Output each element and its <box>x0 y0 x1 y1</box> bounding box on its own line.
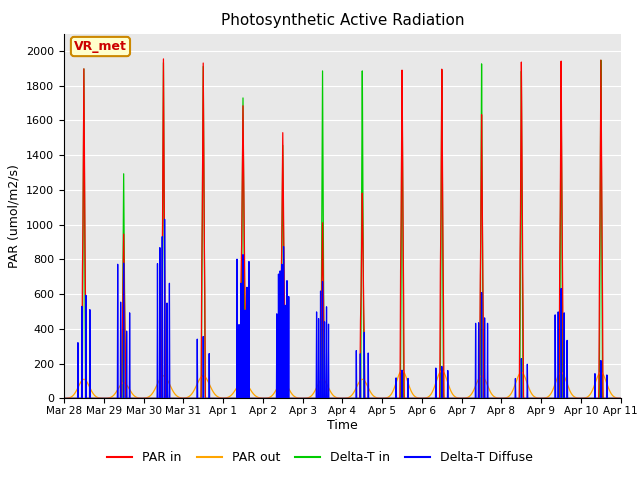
PAR out <box>270 390 278 396</box>
PAR out <box>617 396 625 401</box>
Delta-T in <box>330 396 337 401</box>
X-axis label: Time: Time <box>327 419 358 432</box>
Legend: PAR in, PAR out, Delta-T in, Delta-T Diffuse: PAR in, PAR out, Delta-T in, Delta-T Dif… <box>102 446 538 469</box>
Line: Delta-T in: Delta-T in <box>64 60 621 398</box>
PAR out <box>438 368 445 373</box>
Delta-T Diffuse <box>271 396 278 401</box>
Delta-T in <box>90 396 97 401</box>
PAR in <box>330 396 337 401</box>
Delta-T Diffuse <box>206 396 214 401</box>
Title: Photosynthetic Active Radiation: Photosynthetic Active Radiation <box>221 13 464 28</box>
Delta-T Diffuse <box>282 327 289 333</box>
Delta-T Diffuse <box>437 396 445 401</box>
Y-axis label: PAR (umol/m2/s): PAR (umol/m2/s) <box>8 164 20 268</box>
Line: PAR out: PAR out <box>64 371 621 398</box>
PAR in <box>437 234 445 240</box>
Delta-T Diffuse <box>617 396 625 401</box>
PAR out <box>282 380 289 385</box>
PAR in <box>60 396 68 401</box>
PAR in <box>617 396 625 401</box>
PAR in <box>282 396 289 401</box>
Delta-T in <box>617 396 625 401</box>
Delta-T Diffuse <box>330 396 337 401</box>
Delta-T in <box>270 396 278 401</box>
Delta-T Diffuse <box>90 396 97 401</box>
Delta-T in <box>437 301 445 307</box>
PAR in <box>271 396 278 401</box>
Delta-T Diffuse <box>60 396 68 401</box>
PAR out <box>60 396 68 401</box>
PAR out <box>90 391 97 396</box>
Line: Delta-T Diffuse: Delta-T Diffuse <box>64 219 621 398</box>
Delta-T in <box>60 396 68 401</box>
Delta-T in <box>282 396 289 401</box>
Delta-T in <box>206 396 214 401</box>
PAR in <box>90 396 97 401</box>
Delta-T Diffuse <box>161 216 168 222</box>
PAR in <box>206 396 214 401</box>
Line: PAR in: PAR in <box>64 59 621 398</box>
Text: VR_met: VR_met <box>74 40 127 53</box>
PAR in <box>159 56 167 62</box>
PAR out <box>437 368 445 374</box>
Delta-T in <box>597 58 605 63</box>
PAR out <box>206 383 214 388</box>
PAR out <box>330 393 337 399</box>
